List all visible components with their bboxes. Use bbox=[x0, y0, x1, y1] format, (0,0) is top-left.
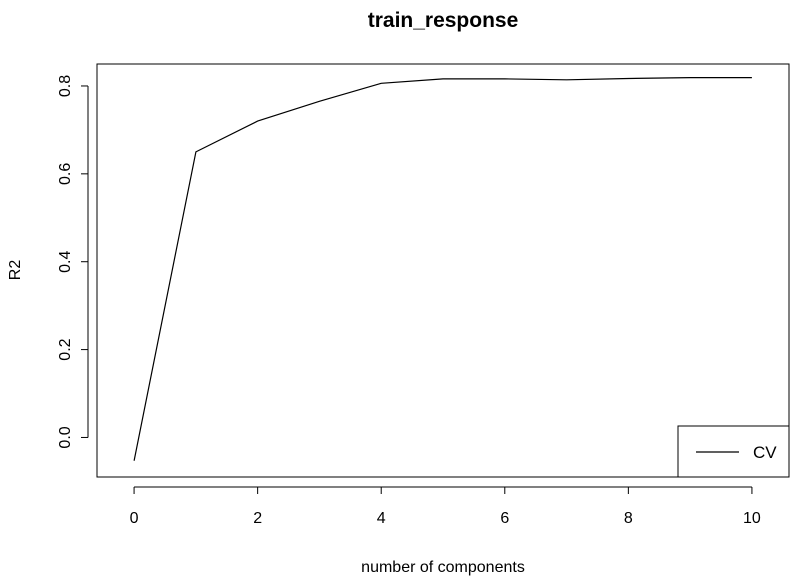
y-axis: 0.0 0.2 0.4 0.6 0.8 bbox=[57, 75, 89, 449]
x-tick-label: 4 bbox=[377, 510, 386, 527]
x-axis: 0 2 4 6 8 10 bbox=[130, 486, 761, 527]
x-tick-label: 0 bbox=[130, 510, 139, 527]
x-tick-label: 8 bbox=[624, 510, 633, 527]
legend-label-cv: CV bbox=[753, 443, 777, 462]
y-axis-label: R2 bbox=[7, 260, 24, 281]
y-tick-label: 0.0 bbox=[57, 426, 74, 448]
x-tick-label: 2 bbox=[253, 510, 262, 527]
legend: CV bbox=[677, 425, 790, 478]
y-tick-label: 0.2 bbox=[57, 338, 74, 360]
x-axis-label: number of components bbox=[361, 559, 525, 576]
series-layer bbox=[133, 76, 752, 461]
plot-frame bbox=[96, 63, 790, 478]
y-tick-label: 0.6 bbox=[57, 163, 74, 185]
y-tick-label: 0.8 bbox=[57, 75, 74, 97]
x-tick-label: 10 bbox=[743, 510, 761, 527]
series-line-cv bbox=[133, 76, 752, 461]
y-tick-label: 0.4 bbox=[57, 250, 74, 272]
chart-title: train_response bbox=[368, 9, 519, 32]
x-tick-label: 6 bbox=[500, 510, 509, 527]
